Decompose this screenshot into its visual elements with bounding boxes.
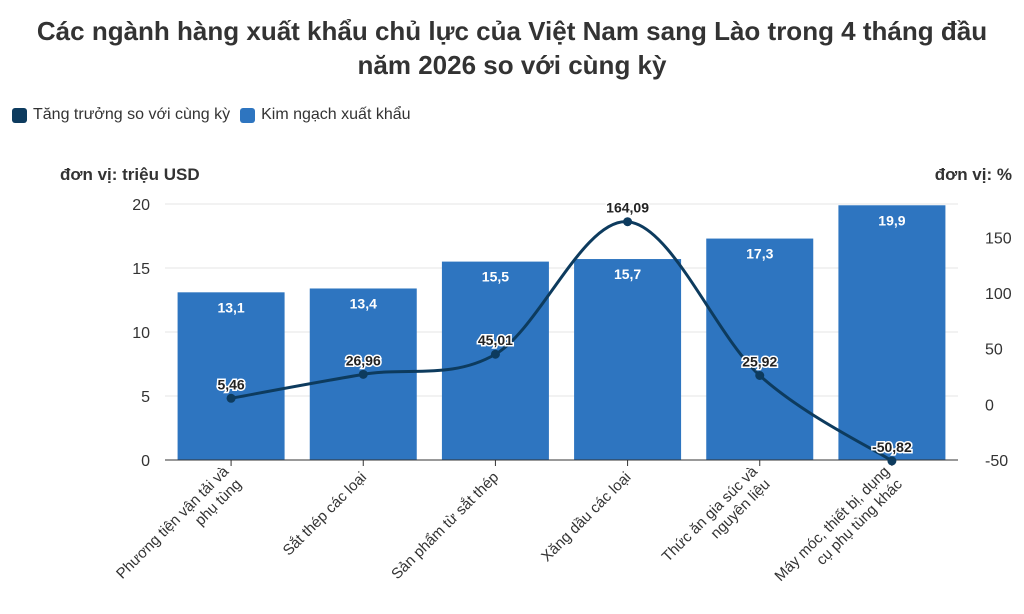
x-axis-category-label: Sắt thép các loại	[280, 469, 370, 559]
x-axis-category-label: Phương tiện vận tải vàphụ tùng	[113, 463, 245, 595]
x-axis-category-label-line: Xăng dầu các loại	[538, 469, 634, 565]
x-axis-category-label: Xăng dầu các loại	[538, 469, 634, 565]
left-axis-tick-label: 20	[132, 197, 150, 214]
x-axis-category-label-line: Sản phẩm từ sắt thép	[388, 469, 502, 583]
x-axis-category-label: Sản phẩm từ sắt thép	[388, 469, 502, 583]
growth-point	[887, 456, 897, 466]
bar	[574, 259, 682, 460]
growth-value-label: 5,46	[217, 376, 244, 392]
growth-value-label: 164,09	[606, 200, 649, 216]
chart-title: Các ngành hàng xuất khẩu chủ lực của Việ…	[0, 14, 1024, 82]
left-axis-tick-label: 15	[132, 261, 150, 278]
legend: Tăng trưởng so với cùng kỳ Kim ngạch xuấ…	[12, 106, 421, 124]
x-axis-category-label-line: Sắt thép các loại	[280, 469, 370, 559]
bar-value-label: 15,7	[614, 266, 641, 282]
legend-label-export: Kim ngạch xuất khẩu	[261, 106, 411, 123]
right-axis-unit: đơn vị: %	[934, 165, 1012, 184]
right-axis-tick-label: -50	[985, 453, 1008, 470]
bar-value-label: 19,9	[878, 212, 905, 228]
bar-value-label: 13,1	[217, 299, 244, 315]
right-axis-tick-label: 50	[985, 342, 1003, 359]
bar	[838, 205, 946, 460]
bar	[706, 238, 814, 460]
bar-value-label: 17,3	[746, 246, 773, 262]
left-axis-unit: đơn vị: triệu USD	[60, 165, 200, 184]
x-axis-category-label-line: Máy móc, thiết bị, dụng	[771, 463, 893, 585]
growth-value-label: 45,01	[478, 332, 513, 348]
right-axis-tick-label: 100	[985, 286, 1012, 303]
x-axis-category-label: Máy móc, thiết bị, dụngcụ phụ tùng khác	[771, 463, 906, 598]
growth-value-label: -50,82	[872, 439, 912, 455]
left-axis-tick-label: 10	[132, 325, 150, 342]
left-axis-tick-label: 5	[141, 389, 150, 406]
legend-swatch-export	[240, 107, 256, 123]
x-axis-category-label-line: Phương tiện vận tải và	[113, 463, 233, 583]
growth-point	[490, 349, 500, 359]
bar-value-label: 13,4	[350, 295, 377, 311]
bar	[177, 292, 285, 460]
legend-item-growth[interactable]: Tăng trưởng so với cùng kỳ	[12, 106, 230, 124]
bar-value-label: 15,5	[482, 269, 509, 285]
growth-value-label: 26,96	[346, 352, 381, 368]
legend-item-export[interactable]: Kim ngạch xuất khẩu	[240, 106, 411, 124]
legend-label-growth: Tăng trưởng so với cùng kỳ	[33, 106, 231, 123]
chart-title-line-2: năm 2026 so với cùng kỳ	[357, 50, 667, 80]
left-axis-tick-label: 0	[141, 453, 150, 470]
growth-point	[358, 369, 368, 379]
growth-point	[623, 217, 633, 227]
growth-value-label: 25,92	[742, 353, 777, 369]
bar	[441, 261, 549, 460]
right-axis-tick-label: 150	[985, 230, 1012, 247]
x-axis-category-label: Thức ăn gia súc vànguyên liệu	[659, 463, 774, 578]
growth-point	[755, 370, 765, 380]
legend-swatch-growth	[12, 107, 27, 123]
growth-point	[226, 393, 236, 403]
chart-title-line-1: Các ngành hàng xuất khẩu chủ lực của Việ…	[36, 16, 988, 46]
right-axis-tick-label: 0	[985, 397, 994, 414]
